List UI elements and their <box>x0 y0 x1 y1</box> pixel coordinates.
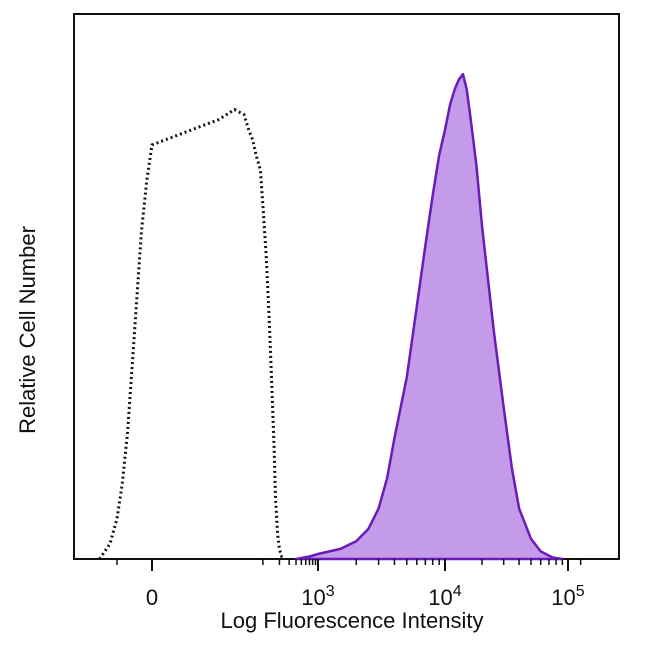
plot-frame <box>73 13 620 560</box>
stained-histogram <box>294 72 564 561</box>
x-tick-label: 105 <box>551 583 584 610</box>
control-histogram <box>98 107 286 561</box>
x-tick-label: 0 <box>146 585 158 610</box>
x-axis: 0 103 104 105 <box>116 559 585 610</box>
series-layer <box>98 72 564 561</box>
y-axis-title: Relative Cell Number <box>15 226 40 434</box>
x-tick-label: 103 <box>301 583 334 610</box>
x-axis-title: Log Fluorescence Intensity <box>221 608 484 633</box>
x-tick-label: 104 <box>428 583 461 610</box>
